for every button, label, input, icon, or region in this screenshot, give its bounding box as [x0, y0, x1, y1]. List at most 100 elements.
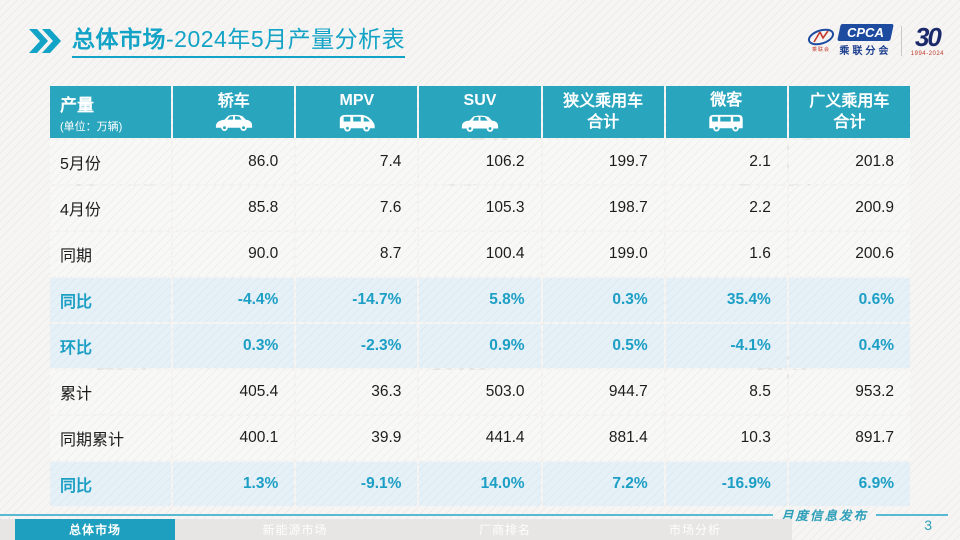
cell-value: -4.4%	[173, 278, 295, 322]
logo-group: 乘联会 CPCA 乘联分会 30 1994-2024	[807, 24, 944, 57]
row-label: 同期	[50, 232, 172, 276]
footer-tab-3[interactable]: 厂商排名	[478, 523, 531, 537]
cpca-swoosh-label: 乘联会	[811, 47, 830, 53]
column-label-line2: 合计	[587, 113, 620, 131]
cell-value: 86.0	[173, 140, 295, 184]
cell-value: -16.9%	[665, 462, 787, 506]
title-row: 总体市场-2024年5月产量分析表	[28, 26, 406, 59]
cell-value: 14.0%	[419, 462, 541, 506]
cell-value: 503.0	[419, 370, 541, 414]
column-label: 微客	[710, 91, 743, 109]
cell-value: 2.2	[665, 186, 787, 230]
column-header: 广义乘用车 合计	[788, 86, 910, 138]
cell-value: 100.4	[419, 232, 541, 276]
cell-value: 7.2%	[542, 462, 664, 506]
footer-tab-4[interactable]: 市场分析	[668, 523, 721, 537]
table-row: 累计 405.4 36.3 503.0 944.7 8.5 953.2	[50, 370, 910, 414]
cpca-swoosh-icon: 乘联会	[807, 28, 835, 53]
cell-value: -14.7%	[296, 278, 418, 322]
column-header: 微客	[665, 86, 787, 138]
table-row: 4月份 85.8 7.6 105.3 198.7 2.2 200.9	[50, 186, 910, 230]
cell-value: 200.9	[788, 186, 910, 230]
cell-value: 0.3%	[173, 324, 295, 368]
cell-value: -2.3%	[296, 324, 418, 368]
cell-value: 0.4%	[788, 324, 910, 368]
column-label: 轿车	[217, 92, 250, 110]
title-rest: -2024年5月产量分析表	[166, 26, 406, 52]
cell-value: 405.4	[173, 370, 295, 414]
cell-value: 106.2	[419, 140, 541, 184]
cell-value: 400.1	[173, 416, 295, 460]
column-header-metric: 产量 (单位：万辆)	[50, 86, 172, 138]
cell-value: 199.7	[542, 140, 664, 184]
column-header: MPV	[296, 86, 418, 138]
row-label: 同比	[50, 462, 172, 506]
chevron-icon	[29, 29, 61, 53]
footer-tab-bar: 总体市场 新能源市场 厂商排名 市场分析	[0, 519, 792, 540]
footer-line-right	[876, 513, 948, 516]
cell-value: 1.3%	[173, 462, 295, 506]
production-table: 产量 (单位：万辆) 轿车 MPV SUV 狭义乘用车 合计 微客 广义乘用车 合计 5月份 8…	[48, 84, 912, 508]
anniversary-years: 1994-2024	[910, 51, 944, 57]
cell-value: -9.1%	[296, 462, 418, 506]
cell-value: -4.1%	[665, 324, 787, 368]
cell-value: 0.5%	[542, 324, 664, 368]
footer-tab-1[interactable]: 总体市场	[15, 519, 175, 540]
cell-value: 7.6	[296, 186, 418, 230]
cell-value: 0.3%	[542, 278, 664, 322]
cell-value: 1.6	[665, 232, 787, 276]
column-label: 狭义乘用车	[563, 93, 644, 111]
footer-tab-2[interactable]: 新能源市场	[262, 523, 328, 537]
column-label-line2: 合计	[833, 113, 866, 131]
cell-value: 7.4	[296, 140, 418, 184]
row-label: 环比	[50, 324, 172, 368]
column-header: 轿车	[173, 86, 295, 138]
footer-line-left	[0, 513, 773, 516]
cell-value: 441.4	[419, 416, 541, 460]
row-label: 5月份	[50, 140, 172, 184]
logo-divider	[900, 25, 902, 56]
table-row: 同比 1.3% -9.1% 14.0% 7.2% -16.9% 6.9%	[50, 462, 910, 506]
table-row: 5月份 86.0 7.4 106.2 199.7 2.1 201.8	[50, 140, 910, 184]
cell-value: 881.4	[542, 416, 664, 460]
anniversary-number: 30	[914, 22, 942, 52]
cell-value: 891.7	[788, 416, 910, 460]
column-header: SUV	[419, 86, 541, 138]
row-label: 累计	[50, 370, 172, 414]
release-label: 月度信息发布	[780, 509, 868, 523]
cell-value: 200.6	[788, 232, 910, 276]
cell-value: 5.8%	[419, 278, 541, 322]
cell-value: 199.0	[542, 232, 664, 276]
cell-value: 198.7	[542, 186, 664, 230]
table-row: 同期累计 400.1 39.9 441.4 881.4 10.3 891.7	[50, 416, 910, 460]
table-header-row: 产量 (单位：万辆) 轿车 MPV SUV 狭义乘用车合计 微客 广义乘用车 合计	[50, 86, 910, 138]
release-row: 月度信息发布	[0, 505, 948, 524]
table-row: 同期 90.0 8.7 100.4 199.0 1.6 200.6	[50, 232, 910, 276]
unit-label: 产量	[60, 95, 94, 115]
title-section: 总体市场	[72, 26, 166, 52]
table-row: 同比 -4.4% -14.7% 5.8% 0.3% 35.4% 0.6%	[50, 278, 910, 322]
row-label: 4月份	[50, 186, 172, 230]
cell-value: 2.1	[665, 140, 787, 184]
page-title: 总体市场-2024年5月产量分析表	[72, 26, 406, 59]
cell-value: 85.8	[173, 186, 295, 230]
cpca-acronym: CPCA	[846, 25, 884, 40]
cell-value: 8.5	[665, 370, 787, 414]
cell-value: 0.9%	[419, 324, 541, 368]
cell-value: 10.3	[665, 416, 787, 460]
row-label: 同比	[50, 278, 172, 322]
cpca-logo: 乘联会 CPCA 乘联分会	[807, 24, 894, 57]
anniversary-30-logo: 30 1994-2024	[911, 24, 944, 57]
cpca-wordmark: CPCA 乘联分会	[837, 24, 894, 57]
cell-value: 953.2	[788, 370, 910, 414]
table-wrap: 产量 (单位：万辆) 轿车 MPV SUV 狭义乘用车 合计 微客 广义乘用车 合计 5月份 8…	[48, 84, 912, 508]
cpca-chinese-name: 乘联分会	[839, 46, 892, 57]
mpv-icon	[336, 111, 378, 133]
cell-value: 0.6%	[788, 278, 910, 322]
cell-value: 39.9	[296, 416, 418, 460]
cell-value: 8.7	[296, 232, 418, 276]
sedan-icon	[213, 112, 255, 132]
cell-value: 944.7	[542, 370, 664, 414]
cell-value: 105.3	[419, 186, 541, 230]
